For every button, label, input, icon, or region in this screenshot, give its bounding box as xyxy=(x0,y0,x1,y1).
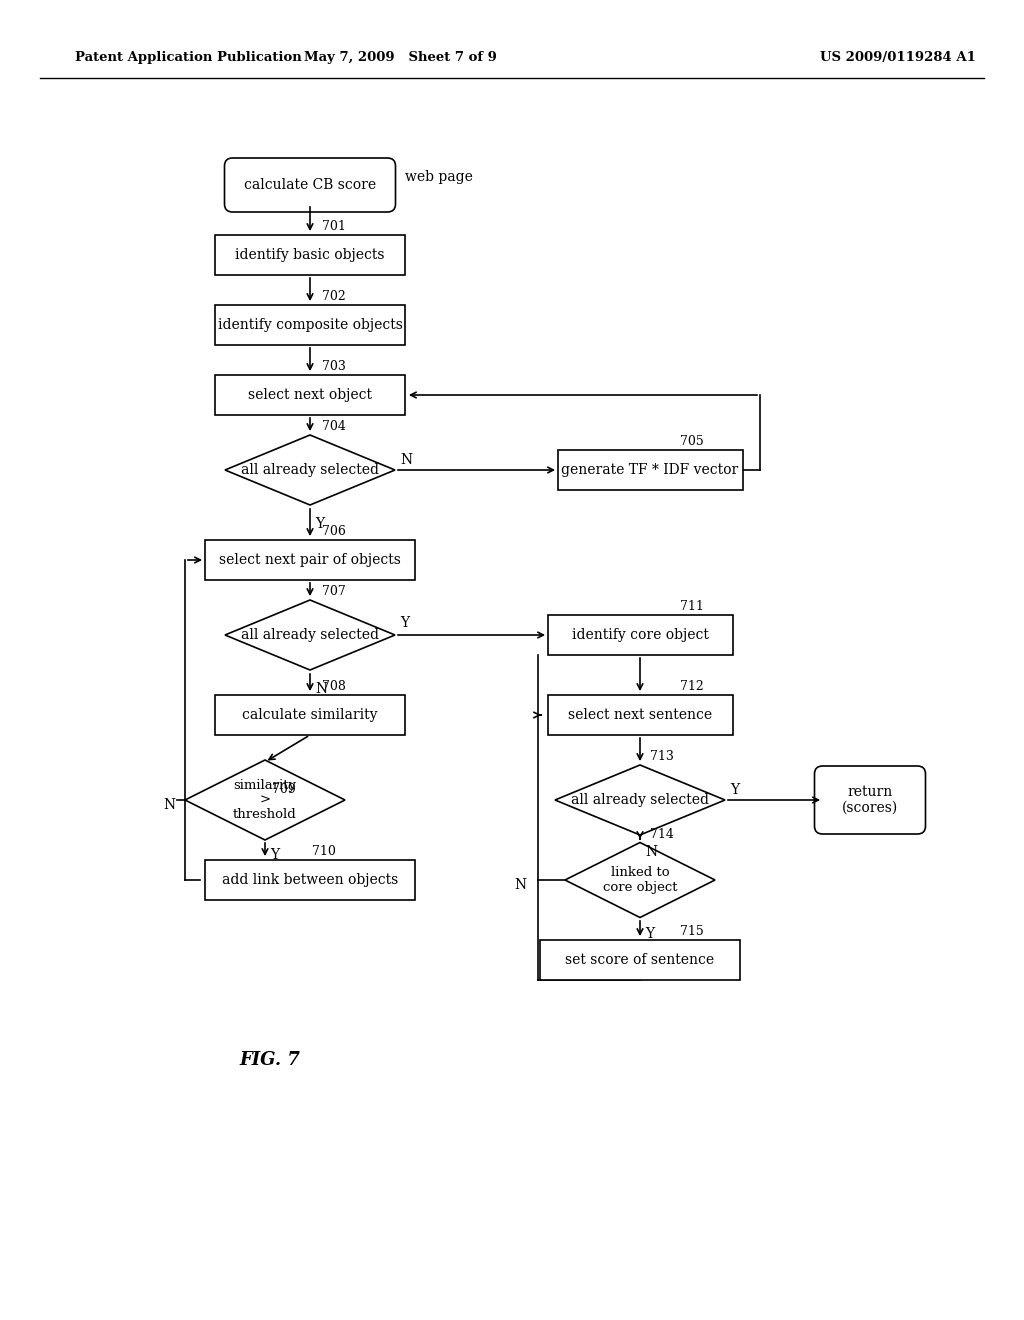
Text: 701: 701 xyxy=(322,220,346,234)
Text: all already selected: all already selected xyxy=(241,463,379,477)
FancyBboxPatch shape xyxy=(215,375,406,414)
Text: 713: 713 xyxy=(650,750,674,763)
Text: N: N xyxy=(315,682,327,696)
Text: Y: Y xyxy=(730,783,739,797)
FancyBboxPatch shape xyxy=(205,540,415,579)
Text: 709: 709 xyxy=(272,783,296,796)
Text: 714: 714 xyxy=(650,828,674,841)
Text: 715: 715 xyxy=(680,925,703,939)
Text: N: N xyxy=(400,453,412,467)
Polygon shape xyxy=(225,601,395,671)
Text: FIG. 7: FIG. 7 xyxy=(240,1051,300,1069)
Text: select next pair of objects: select next pair of objects xyxy=(219,553,401,568)
Text: Y: Y xyxy=(400,616,410,630)
Text: web page: web page xyxy=(406,170,473,183)
Text: 707: 707 xyxy=(322,585,346,598)
FancyBboxPatch shape xyxy=(215,235,406,275)
Text: select next sentence: select next sentence xyxy=(568,708,712,722)
Text: Patent Application Publication: Patent Application Publication xyxy=(75,51,302,65)
Text: calculate similarity: calculate similarity xyxy=(243,708,378,722)
FancyBboxPatch shape xyxy=(205,861,415,900)
FancyBboxPatch shape xyxy=(224,158,395,213)
Text: 706: 706 xyxy=(322,525,346,539)
Text: Y: Y xyxy=(270,847,280,862)
Text: N: N xyxy=(163,799,175,812)
Text: identify core object: identify core object xyxy=(571,628,709,642)
Polygon shape xyxy=(185,760,345,840)
FancyBboxPatch shape xyxy=(548,615,732,655)
Text: Y: Y xyxy=(315,517,325,531)
FancyBboxPatch shape xyxy=(540,940,740,979)
Text: 710: 710 xyxy=(312,845,336,858)
FancyBboxPatch shape xyxy=(215,696,406,735)
FancyBboxPatch shape xyxy=(548,696,732,735)
Text: add link between objects: add link between objects xyxy=(222,873,398,887)
Text: set score of sentence: set score of sentence xyxy=(565,953,715,968)
Text: all already selected: all already selected xyxy=(571,793,709,807)
Text: 702: 702 xyxy=(322,290,346,304)
Text: 703: 703 xyxy=(322,360,346,374)
Text: 712: 712 xyxy=(680,680,703,693)
Polygon shape xyxy=(565,842,715,917)
Text: all already selected: all already selected xyxy=(241,628,379,642)
Text: return
(scores): return (scores) xyxy=(842,785,898,814)
Text: US 2009/0119284 A1: US 2009/0119284 A1 xyxy=(820,51,976,65)
Text: linked to
core object: linked to core object xyxy=(603,866,677,894)
Text: 711: 711 xyxy=(680,601,703,612)
Text: identify basic objects: identify basic objects xyxy=(236,248,385,261)
Polygon shape xyxy=(555,766,725,836)
Text: identify composite objects: identify composite objects xyxy=(217,318,402,333)
Text: 708: 708 xyxy=(322,680,346,693)
Polygon shape xyxy=(225,436,395,506)
FancyBboxPatch shape xyxy=(215,305,406,345)
Text: calculate CB score: calculate CB score xyxy=(244,178,376,191)
FancyBboxPatch shape xyxy=(557,450,742,490)
Text: 704: 704 xyxy=(322,420,346,433)
Text: May 7, 2009   Sheet 7 of 9: May 7, 2009 Sheet 7 of 9 xyxy=(303,51,497,65)
Text: N: N xyxy=(645,845,657,859)
Text: select next object: select next object xyxy=(248,388,372,403)
FancyBboxPatch shape xyxy=(814,766,926,834)
Text: similarity
>
threshold: similarity > threshold xyxy=(233,779,297,821)
Text: N: N xyxy=(514,878,526,892)
Text: generate TF * IDF vector: generate TF * IDF vector xyxy=(561,463,738,477)
Text: 705: 705 xyxy=(680,436,703,447)
Text: Y: Y xyxy=(645,927,654,941)
